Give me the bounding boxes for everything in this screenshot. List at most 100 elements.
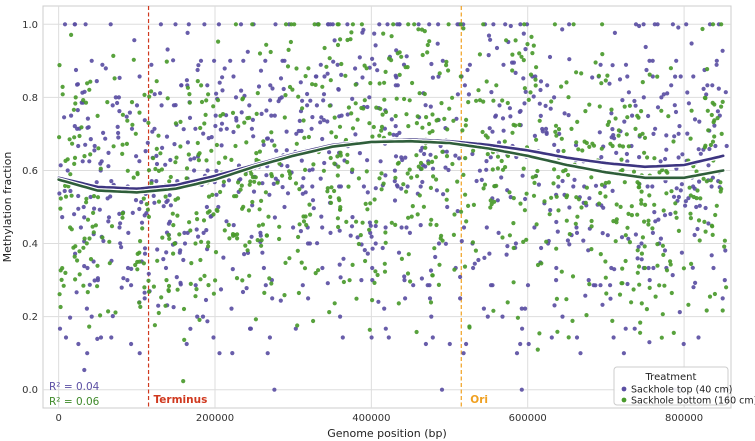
scatter-point-bottom [404,189,409,194]
scatter-point-bottom [72,155,78,160]
scatter-point-top [474,178,479,184]
scatter-point-bottom [167,236,172,241]
scatter-point-bottom [81,283,86,288]
scatter-point-bottom [442,116,447,121]
scatter-point-bottom [84,196,89,201]
scatter-point-bottom [424,115,429,120]
scatter-point-bottom [302,135,307,140]
scatter-point-bottom [427,39,432,44]
scatter-point-bottom [406,252,411,257]
scatter-point-bottom [584,185,590,190]
scatter-point-bottom [232,194,237,199]
scatter-point-bottom [620,266,625,271]
scatter-point-bottom [174,155,179,160]
scatter-point-bottom [350,167,355,172]
scatter-point-bottom [719,131,724,136]
scatter-point-top [560,178,565,184]
scatter-point-bottom [316,22,321,27]
scatter-point-bottom [85,81,90,86]
scatter-point-top [320,265,325,271]
scatter-point-bottom [712,134,717,139]
scatter-point-top [284,129,289,134]
scatter-point-bottom [600,52,605,57]
scatter-point-bottom [320,84,325,89]
scatter-point-top [258,230,263,235]
scatter-point-bottom [153,166,158,172]
scatter-point-top [137,74,142,79]
scatter-point-top [274,148,279,153]
scatter-point-top [633,232,639,237]
scatter-point-top [214,192,219,197]
scatter-point-top [661,92,666,97]
scatter-point-top [404,54,409,59]
scatter-point-top [60,215,65,220]
scatter-point-bottom [213,278,218,283]
scatter-point-top [668,211,673,217]
scatter-point-top [293,326,298,331]
scatter-point-top [693,280,698,285]
scatter-point-bottom [653,294,658,299]
scatter-point-top [651,265,656,271]
scatter-point-top [644,67,649,73]
scatter-point-top [87,159,92,164]
scatter-point-top [514,351,520,356]
scatter-point-bottom [171,223,176,228]
scatter-point-bottom [171,251,176,256]
scatter-point-bottom [466,100,471,105]
scatter-point-bottom [58,196,63,201]
scatter-point-bottom [377,133,382,138]
scatter-point-top [586,248,591,253]
scatter-point-bottom [519,54,524,59]
scatter-point-bottom [673,201,678,206]
scatter-point-top [670,273,675,278]
scatter-point-bottom [547,212,552,217]
scatter-point-top [677,310,682,315]
scatter-point-bottom [691,194,696,200]
scatter-point-top [607,81,612,86]
scatter-point-bottom [335,216,340,221]
scatter-point-bottom [345,160,350,165]
scatter-point-bottom [561,169,566,174]
scatter-point-bottom [277,224,282,229]
scatter-point-top [117,211,122,216]
scatter-point-top [268,98,273,103]
scatter-point-bottom [624,132,629,137]
scatter-point-bottom [705,108,710,113]
scatter-point-top [87,282,92,287]
scatter-point-top [548,106,553,111]
scatter-point-bottom [500,235,505,240]
scatter-point-bottom [163,303,168,308]
scatter-point-bottom [63,158,68,163]
legend-title: Treatment [645,372,697,383]
scatter-point-top [361,184,366,189]
scatter-point-bottom [622,180,627,185]
scatter-point-top [720,296,725,301]
scatter-point-bottom [75,258,80,263]
scatter-point-top [106,215,112,220]
scatter-point-bottom [206,244,211,249]
scatter-point-bottom [708,142,714,148]
scatter-point-top [177,250,182,255]
scatter-point-top [279,95,284,100]
scatter-point-top [151,193,156,198]
scatter-point-bottom [73,95,78,100]
scatter-point-bottom [590,141,595,146]
scatter-point-top [350,96,355,101]
scatter-point-top [457,156,462,161]
scatter-point-top [200,314,206,319]
scatter-point-bottom [77,272,82,277]
scatter-point-top [453,153,458,158]
scatter-point-bottom [521,58,526,63]
scatter-point-bottom [229,157,234,162]
scatter-point-top [117,75,122,80]
scatter-point-top [399,186,404,191]
scatter-point-top [139,220,145,225]
scatter-point-top [106,150,111,155]
scatter-point-bottom [362,98,367,103]
scatter-point-bottom [395,51,400,56]
scatter-point-bottom [635,270,640,275]
scatter-point-top [318,176,323,181]
scatter-point-bottom [135,267,140,272]
scatter-point-bottom [77,249,82,254]
scatter-point-top [544,131,549,136]
